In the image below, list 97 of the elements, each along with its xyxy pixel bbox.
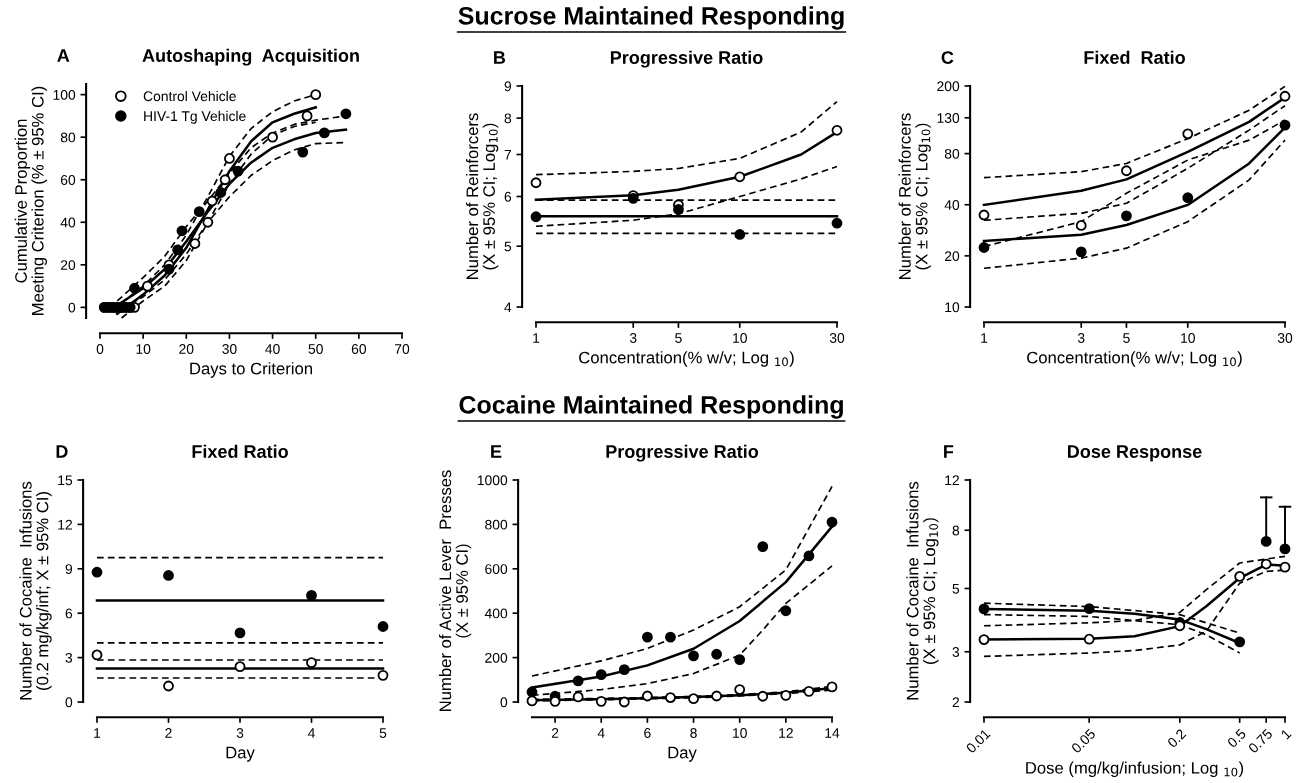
x-tick-label: 3 [236,728,244,738]
chart-title: Fixed Ratio [1084,50,1185,64]
y-tick-label: 3 [65,652,73,663]
x-tick-label: 0.01 [965,728,991,754]
y-tick-label: 400 [484,608,508,619]
x-tick-label: 0.5 [1226,728,1247,749]
text: B [494,51,506,64]
x-tick-label: 0 [96,344,104,354]
x-tick-label: 6 [644,728,651,738]
y-tick-label: 9 [504,81,512,92]
y-tick-label: 600 [485,564,508,574]
x-tick-label: 3 [1077,333,1085,343]
x-tick-label: 5 [1123,333,1130,343]
y-tick-label: 2 [952,697,959,708]
y-axis-title: Number of Active Lever Presses (X ± 95% CI) [438,470,472,711]
text: C [941,51,954,64]
text: Sucrose Maintained Responding [458,6,844,30]
y-tick-label: 0 [68,302,76,313]
y-tick-label: 0 [65,697,73,708]
chart-title: Progressive Ratio [606,444,759,462]
y-tick-label: 8 [952,525,960,536]
text: A [57,49,70,62]
chart-title: Fixed Ratio [192,444,288,458]
x-axis-title: Dose (mg/kg/infusion; Log $_{10}$) [1026,761,1244,778]
y-axis-title: Number of Reinforcers (X ± 95% CI; Log$_{10}$) [898,113,931,279]
text: D [56,445,68,458]
x-tick-label: 0.2 [1166,728,1187,749]
x-tick-label: 30 [829,333,845,343]
y-tick-label: 800 [485,519,508,530]
x-tick-label: 1 [981,333,988,343]
x-tick-label: 10 [733,728,747,738]
x-tick-label: 5 [675,333,682,343]
y-tick-label: 8 [504,113,512,124]
y-tick-label: 60 [60,175,76,185]
y-tick-label: 5 [952,583,960,594]
x-tick-label: 2 [551,728,559,738]
y-tick-label: 7 [504,149,511,160]
x-tick-label: 1 [94,728,101,738]
x-tick-label: 14 [825,728,840,738]
x-axis-title: Day [226,746,255,762]
x-tick-label: 1 [533,333,540,343]
y-tick-label: 4 [504,302,512,313]
y-tick-label: 12 [945,475,959,486]
y-tick-label: 5 [504,241,512,252]
x-tick-label: 30 [1277,333,1293,343]
x-tick-label: 1 [1280,728,1292,740]
y-tick-label: 80 [944,148,960,159]
y-tick-label: 6 [504,191,512,202]
x-tick-label: 8 [690,728,697,738]
x-tick-label: 10 [1181,333,1195,343]
y-tick-label: 10 [945,302,960,313]
x-axis-title: Days to Criterion [190,362,312,378]
x-tick-label: 4 [307,728,315,738]
x-tick-label: 50 [308,344,323,354]
y-tick-label: 20 [60,260,76,270]
y-tick-label: 15 [58,475,73,486]
y-tick-label: 6 [65,608,73,619]
y-tick-label: 40 [60,217,76,228]
y-axis-title: Number of Reinforcers (X ± 95% CI; Log$_{10}$) [466,113,499,279]
y-tick-label: 200 [485,652,508,663]
chart-title: Progressive Ratio [610,50,763,68]
y-tick-label: 80 [60,132,76,143]
y-tick-label: 100 [53,89,76,100]
x-tick-label: 5 [379,728,387,738]
x-tick-label: 3 [629,333,637,343]
x-tick-label: 4 [597,728,605,738]
y-tick-label: 20 [944,251,960,262]
x-tick-label: 30 [222,344,237,354]
y-axis-title: Number of Cocaine Infusions (X ± 95% CI; Log$_{10}$) [906,481,939,700]
legend-label: Control Vehicle [143,90,236,102]
x-tick-label: 40 [265,344,280,354]
x-axis-title: Concentration(% w/v; Log $_{10}$) [579,351,794,367]
y-tick-label: 40 [944,200,960,210]
y-axis-title: Number of Cocaine Infusions (0.2 mg/kg/inf; X ± 95% CI) [19,481,52,700]
x-tick-label: 70 [394,344,410,354]
chart-title: Dose Response [1067,445,1202,462]
y-tick-label: 200 [937,81,960,92]
text: E [491,445,502,458]
x-axis-title: Concentration(% w/v; Log $_{10}$) [1027,351,1242,367]
y-tick-label: 12 [58,519,72,530]
y-tick-label: 0 [500,697,508,708]
x-tick-label: 60 [351,344,367,354]
y-tick-label: 3 [952,647,960,657]
y-axis-title: Cumulative Proportion Meeting Criterion (% ± 95% CI) [14,86,47,315]
text: F [944,445,954,458]
text: Cocaine Maintained Responding [459,395,843,419]
chart-title: Autoshaping Acquisition [142,48,359,66]
x-tick-label: 2 [165,728,172,738]
x-tick-label: 10 [733,333,747,343]
y-tick-label: 1000 [477,475,508,486]
x-tick-label: 20 [179,344,194,354]
x-tick-label: 12 [779,728,793,738]
legend-label: HIV-1 Tg Vehicle [144,110,246,124]
x-axis-title: Day [668,746,697,762]
y-tick-label: 9 [65,564,73,574]
y-tick-label: 130 [937,113,960,123]
x-tick-label: 10 [136,344,151,354]
